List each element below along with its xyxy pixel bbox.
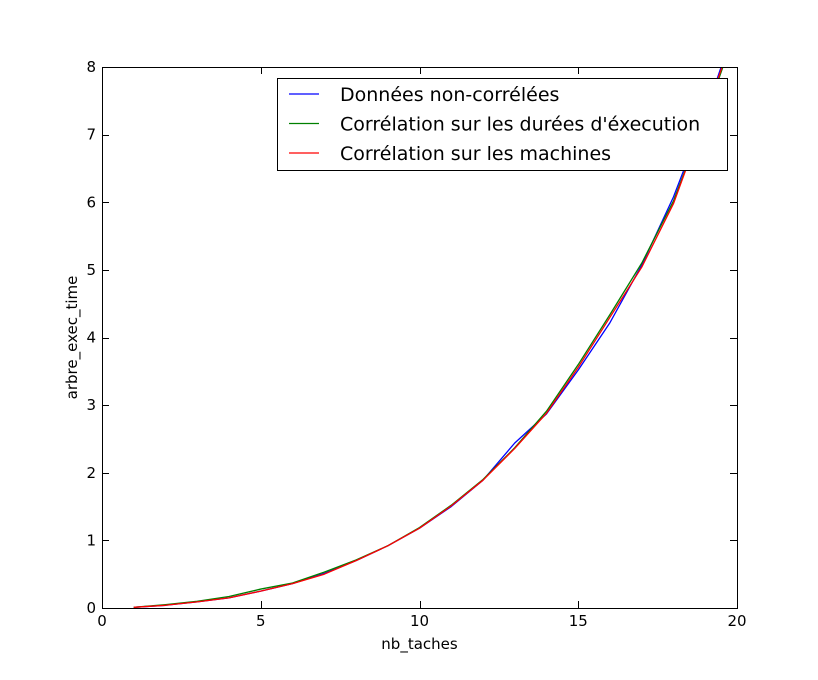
y-tick-label: 6 [86,193,96,211]
x-tick-label: 0 [97,612,107,630]
legend-entry: Corrélation sur les durées d'éxecution [289,114,700,136]
y-tick-label: 4 [86,329,96,347]
x-tick-label: 20 [727,612,746,630]
legend-label: Données non-corrélées [340,84,559,106]
y-tick-label: 0 [86,599,96,617]
y-tick-label: 2 [86,464,96,482]
y-tick-label: 3 [86,396,96,414]
legend-entry: Données non-corrélées [289,84,559,106]
ticks-layer: 0 5 10 15 20 0 1 2 3 4 5 6 7 8 [86,58,746,630]
legend: Données non-corrélées Corrélation sur le… [277,78,728,171]
y-axis-label: arbre_exec_time [63,276,82,400]
x-axis-label: nb_taches [381,635,458,654]
legend-label: Corrélation sur les machines [340,143,611,165]
x-tick-label: 10 [410,612,429,630]
legend-label: Corrélation sur les durées d'éxecution [340,114,700,136]
legend-entry: Corrélation sur les machines [289,143,611,165]
y-tick-label: 8 [86,58,96,76]
series-layer [133,67,724,608]
series-line [133,67,723,608]
x-tick-label: 15 [569,612,588,630]
y-tick-label: 1 [86,531,96,549]
legend-box [277,78,728,171]
y-tick-label: 7 [86,126,96,144]
y-tick-label: 5 [86,261,96,279]
x-tick-label: 5 [256,612,266,630]
